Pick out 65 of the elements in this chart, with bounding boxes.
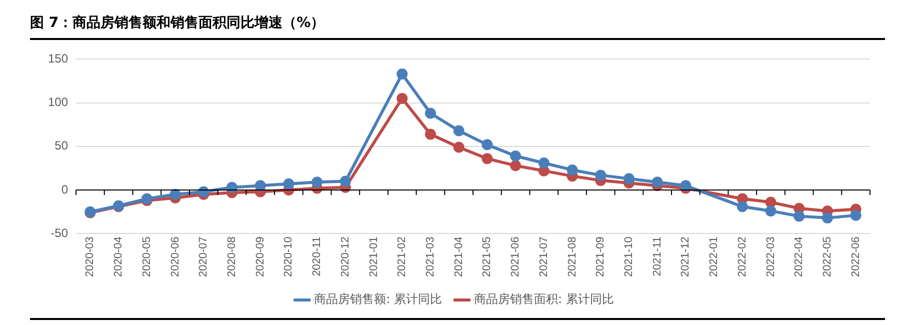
point bbox=[453, 125, 464, 136]
x-tick-label: 2020-06 bbox=[169, 236, 182, 278]
point bbox=[538, 157, 550, 168]
x-tick-label: 2020-04 bbox=[112, 236, 125, 278]
point bbox=[794, 210, 805, 222]
y-tick-label: -50 bbox=[50, 226, 68, 240]
point bbox=[453, 142, 464, 153]
x-tick-label: 2021-05 bbox=[481, 236, 494, 278]
chart-title: 图 7：商品房销售额和销售面积同比增速（%） bbox=[30, 14, 325, 32]
legend-label: 商品房销售额: 累计同比 bbox=[314, 292, 442, 306]
y-tick-label: 0 bbox=[61, 182, 68, 196]
x-tick-label: 2021-09 bbox=[594, 236, 607, 278]
x-tick-label: 2020-07 bbox=[198, 236, 210, 278]
legend-label: 商品房销售面积: 累计同比 bbox=[474, 292, 614, 306]
point bbox=[850, 210, 862, 221]
x-tick-label: 2021-04 bbox=[452, 236, 465, 278]
point bbox=[226, 182, 238, 193]
point bbox=[652, 176, 663, 188]
point bbox=[510, 160, 522, 172]
x-tick-label: 2022-03 bbox=[764, 236, 777, 278]
point bbox=[765, 196, 776, 208]
x-tick-label: 2022-02 bbox=[736, 236, 748, 278]
point bbox=[482, 153, 493, 164]
point bbox=[198, 186, 210, 198]
point bbox=[736, 201, 748, 212]
x-tick-label: 2022-06 bbox=[850, 236, 862, 278]
point bbox=[623, 173, 634, 184]
point bbox=[312, 176, 323, 188]
point bbox=[340, 176, 351, 187]
point bbox=[283, 178, 294, 190]
x-tick-label: 2021-11 bbox=[651, 236, 664, 276]
x-tick-label: 2021-10 bbox=[623, 236, 635, 278]
point bbox=[510, 150, 522, 162]
y-tick-label: 150 bbox=[48, 52, 68, 66]
x-tick-label: 2021-07 bbox=[538, 236, 550, 278]
x-tick-label: 2021-01 bbox=[368, 236, 380, 278]
point bbox=[680, 180, 692, 192]
x-tick-label: 2020-12 bbox=[339, 236, 352, 278]
x-tick-label: 2020-11 bbox=[311, 236, 324, 276]
y-tick-label: 100 bbox=[48, 95, 68, 110]
x-tick-label: 2021-06 bbox=[510, 236, 522, 278]
point bbox=[254, 180, 266, 192]
point bbox=[595, 170, 606, 181]
point bbox=[566, 164, 578, 176]
x-tick-label: 2020-09 bbox=[254, 236, 266, 278]
x-tick-label: 2021-03 bbox=[424, 236, 437, 278]
point bbox=[822, 212, 833, 224]
y-tick-label: 50 bbox=[54, 138, 68, 153]
x-tick-label: 2022-05 bbox=[821, 236, 834, 278]
x-tick-label: 2020-05 bbox=[140, 236, 153, 278]
x-tick-label: 2021-02 bbox=[396, 236, 408, 278]
point bbox=[765, 205, 776, 216]
x-tick-label: 2020-03 bbox=[84, 236, 96, 278]
point bbox=[396, 68, 408, 80]
x-tick-label: 2021-12 bbox=[680, 236, 692, 278]
point bbox=[424, 108, 436, 119]
x-tick-label: 2022-01 bbox=[708, 236, 720, 278]
point bbox=[424, 128, 436, 140]
point bbox=[396, 92, 408, 104]
x-tick-label: 2021-08 bbox=[566, 236, 578, 278]
point bbox=[170, 188, 181, 200]
point bbox=[482, 139, 493, 150]
x-tick-label: 2022-04 bbox=[793, 236, 806, 278]
x-tick-label: 2020-08 bbox=[226, 236, 238, 278]
x-tick-label: 2020-10 bbox=[282, 236, 295, 278]
